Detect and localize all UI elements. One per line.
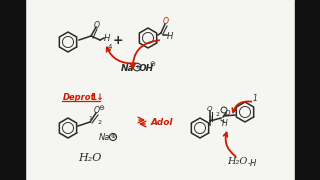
Text: O: O	[224, 110, 230, 116]
Text: Deprot: Deprot	[63, 93, 95, 102]
Text: Na: Na	[121, 64, 135, 73]
Bar	[0, 0, 25, 180]
FancyArrowPatch shape	[131, 40, 159, 68]
Text: 1: 1	[208, 116, 212, 120]
FancyArrowPatch shape	[232, 101, 251, 112]
Text: +: +	[113, 33, 123, 46]
Text: 1: 1	[88, 116, 92, 120]
Text: 2: 2	[215, 111, 219, 116]
Text: 4: 4	[108, 44, 112, 50]
Text: ⊖: ⊖	[98, 105, 104, 111]
Text: O: O	[163, 17, 169, 26]
FancyArrowPatch shape	[107, 48, 135, 63]
Text: H: H	[222, 118, 228, 127]
Text: 1↓: 1↓	[90, 93, 104, 102]
Text: Adol: Adol	[151, 118, 173, 127]
Text: H: H	[104, 33, 110, 42]
Text: OH: OH	[139, 64, 154, 73]
Bar	[295, 0, 320, 180]
Text: ⊖: ⊖	[149, 61, 155, 67]
Text: H: H	[167, 31, 173, 40]
Text: H₂O: H₂O	[227, 158, 247, 166]
Text: O: O	[94, 21, 100, 30]
Text: ⊕: ⊕	[110, 134, 116, 140]
Text: 2: 2	[98, 120, 102, 125]
Text: Na: Na	[98, 134, 110, 143]
Text: +: +	[134, 64, 140, 70]
Text: -H: -H	[247, 159, 257, 168]
Text: 1: 1	[252, 93, 257, 102]
FancyArrowPatch shape	[224, 133, 236, 156]
Text: O: O	[94, 105, 100, 114]
Text: O: O	[206, 106, 212, 112]
Text: H₂O: H₂O	[78, 153, 102, 163]
